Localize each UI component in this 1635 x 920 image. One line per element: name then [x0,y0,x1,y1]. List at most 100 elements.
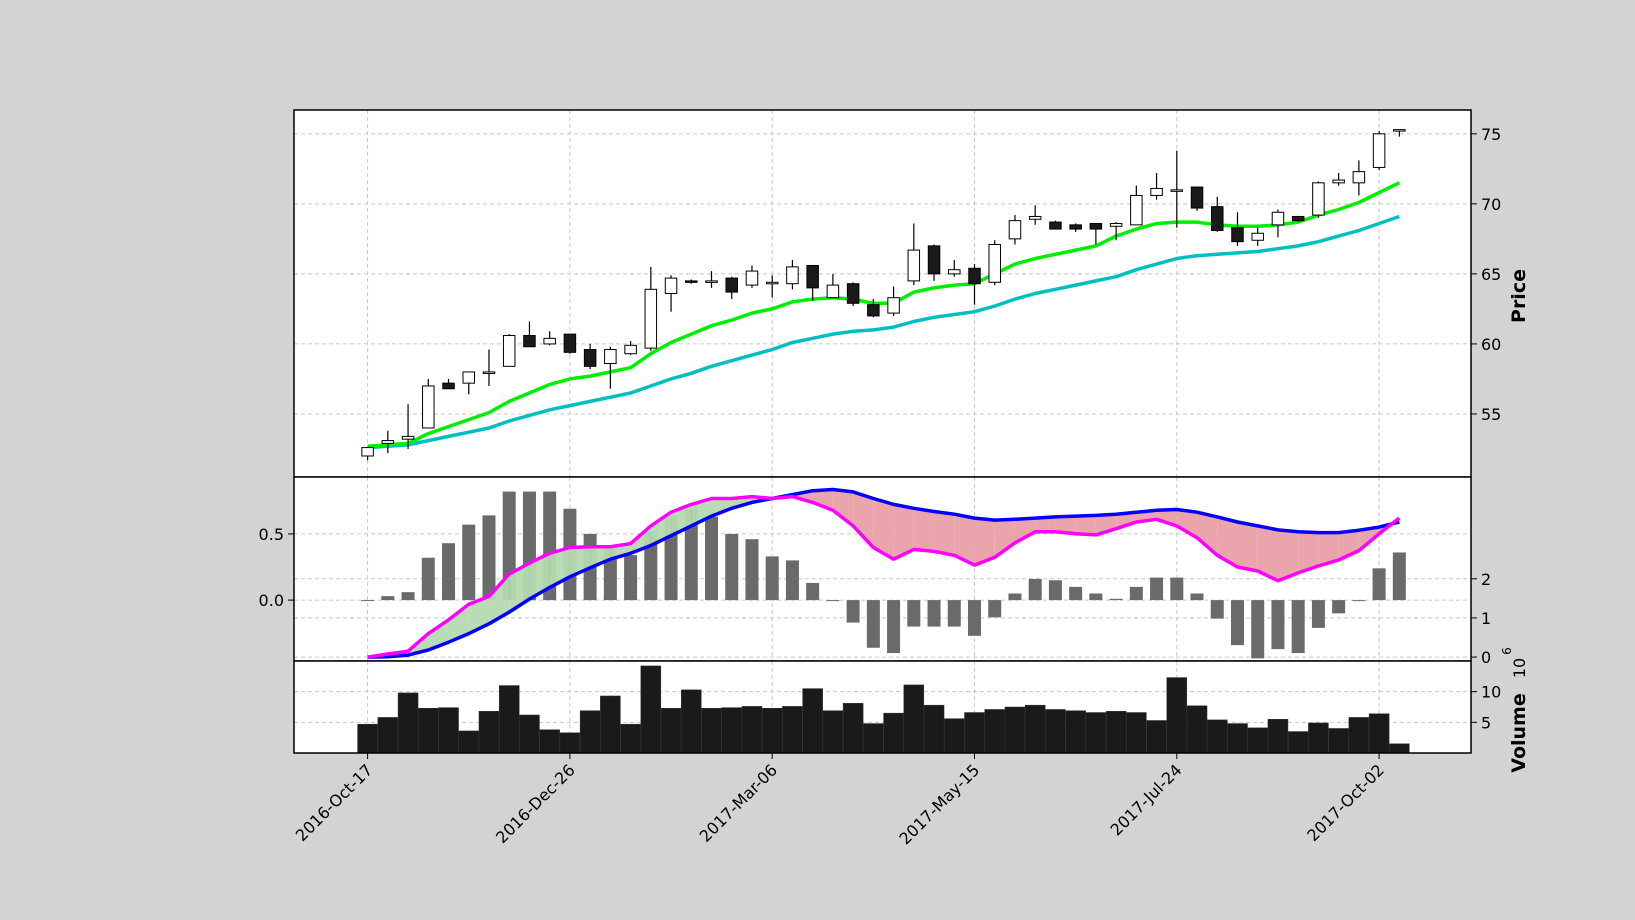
macd-fill-region [934,511,955,556]
candle-body [1372,133,1386,168]
x-tick-label: 2016-Dec-26 [492,760,579,847]
price-axis-ticks: 55 60 65 70 75 [1471,125,1501,424]
macd-lines [367,487,1401,659]
volume-bars [357,665,1410,754]
macd-histogram-bar [1028,578,1042,601]
price-tick-label: 75 [1481,125,1501,144]
hist-tick-label: 0.5 [259,525,284,544]
macd-axis-ticks: 0.0 0.5 0 1 2 [259,525,1492,667]
candle-body [664,277,678,295]
candle-body [1130,194,1143,226]
candle-body [604,349,617,365]
price-tick-label: 70 [1481,195,1501,214]
volume-bar [357,723,378,754]
macd-histogram-bar [1008,593,1022,601]
macd-histogram-bar [1271,600,1285,650]
macd-fill [367,489,1400,658]
volume-bar [782,706,803,754]
macd-tick-label: 1 [1481,609,1491,628]
volume-bar [1207,719,1228,754]
macd-fill-region [1116,512,1137,529]
candle-body [786,266,799,285]
candle-body [1271,211,1285,226]
candle-body [948,269,961,275]
macd-histogram-bar [826,600,840,602]
macd-histogram-bar [401,592,415,601]
volume-bar [600,695,621,754]
volume-exponent: 6 [1500,647,1514,655]
macd-fill-region [1055,516,1076,534]
volume-panel: 5 10 Volume 10 6 [293,647,1530,773]
candle-body [1190,186,1204,209]
macd-fill-region [488,574,510,624]
candle-body [907,249,921,282]
volume-bar [903,684,925,754]
macd-histogram-bar [1392,552,1406,601]
volume-bar [1308,722,1329,754]
macd-fill-region [974,518,995,566]
macd-fill-region [590,546,611,568]
volume-bar [418,707,439,754]
volume-bar [802,688,823,754]
volume-tick-label: 10 [1481,683,1501,702]
volume-bar [1045,709,1066,754]
macd-fill-region [1176,509,1198,538]
candle-body [1211,206,1224,231]
macd-histogram-bar [624,555,638,601]
volume-bar [519,714,540,754]
volume-bar [1267,719,1289,754]
macd-histogram-bar [988,600,1002,618]
volume-bar [458,730,479,754]
volume-bar [1186,705,1208,754]
candle-body [1251,232,1264,241]
macd-histogram-bar [765,556,779,601]
price-panel: 55 60 65 70 75 Price [293,109,1530,478]
macd-fill-region [509,563,530,613]
volume-bar [1065,710,1086,754]
signal-line [367,487,1400,659]
candle-body [563,333,577,353]
volume-axis-ticks: 5 10 [1471,683,1501,732]
macd-fill-region [873,498,894,560]
volume-bar [1166,677,1188,754]
macd-histogram-bar [947,600,961,627]
macd-histogram-bar [1291,600,1305,654]
volume-bar [660,707,682,754]
macd-histogram-bar [866,600,880,648]
macd-histogram-bar [1311,600,1325,628]
volume-bar [1024,704,1046,754]
candle-body [1170,189,1184,192]
volume-bar [397,692,419,754]
macd-histogram-bar [1190,593,1204,601]
volume-bar [1389,743,1410,754]
volume-bar [863,723,884,754]
macd-fill-region [1237,522,1258,571]
volume-bar [1126,712,1147,754]
macd-fill-region [1197,512,1218,556]
candle-body [867,304,880,317]
volume-panel-frame [293,660,1472,754]
candle-body [361,447,374,457]
candle-body [1312,182,1325,216]
macd-histogram-bar [1251,600,1265,659]
macd-fill-region [832,489,854,526]
macd-histogram-bar [1089,593,1103,601]
macd-fill-region [1075,515,1096,535]
volume-bar [478,711,500,754]
volume-bar [1004,706,1026,754]
candle-body [1352,171,1366,184]
volume-bar [1287,731,1309,754]
candle-body [1049,221,1062,230]
macd-fill-region [1035,516,1056,532]
candle-body [1231,227,1244,243]
volume-bar [923,704,945,754]
macd-histogram-bar [785,560,799,601]
macd-fill-region [1217,516,1238,568]
volume-bar [842,703,864,754]
macd-fill-region [691,498,712,526]
candle-body [745,270,759,286]
macd-histogram-bar [1210,600,1224,619]
macd-fill-region [913,508,935,552]
macd-histogram-bar [1332,600,1346,614]
